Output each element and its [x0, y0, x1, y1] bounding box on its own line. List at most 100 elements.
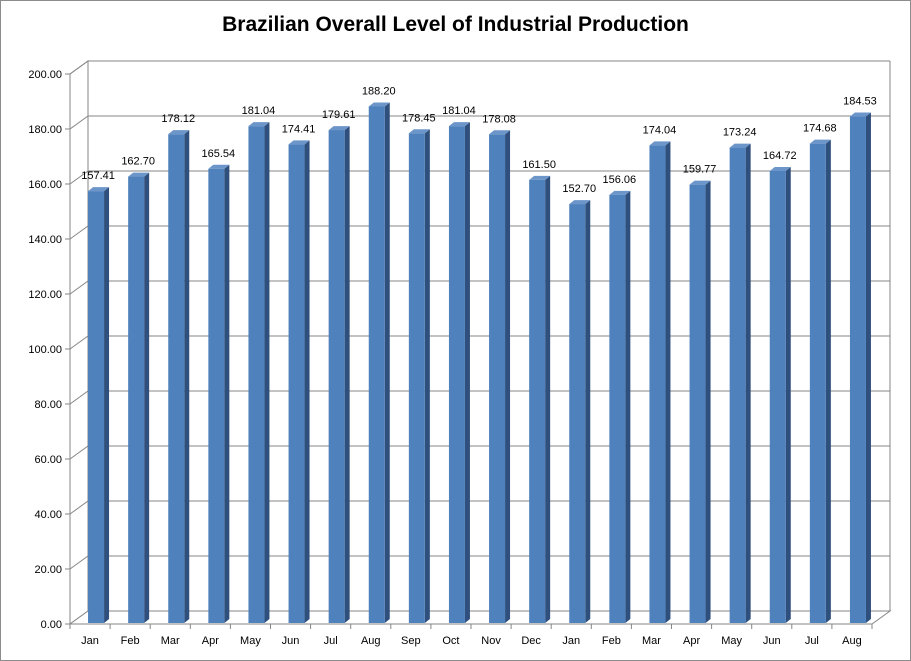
y-tick-label: 200.00	[28, 69, 62, 81]
data-label: 178.45	[402, 112, 436, 124]
bar-top	[609, 190, 631, 195]
bar-top	[328, 126, 350, 131]
data-label: 152.70	[562, 183, 596, 195]
bar	[208, 164, 230, 623]
bar-top	[649, 141, 671, 146]
bar-side	[424, 129, 430, 623]
data-label: 178.12	[161, 113, 195, 125]
bar-top	[769, 167, 791, 172]
bar	[408, 129, 430, 623]
bar-side	[585, 200, 591, 623]
bar-side	[625, 190, 631, 623]
gridline	[69, 225, 890, 240]
x-tick-label: Jan	[562, 635, 580, 647]
y-tick-label: 20.00	[34, 564, 62, 576]
bar	[168, 130, 190, 624]
bar	[649, 141, 671, 623]
bar-top	[809, 139, 831, 144]
bar-side	[384, 102, 390, 623]
bar-front	[489, 134, 506, 623]
bar-front	[248, 126, 265, 623]
y-tick-label: 40.00	[34, 509, 62, 521]
bar-front	[529, 179, 546, 623]
bar-side	[545, 175, 551, 623]
bar-side	[665, 141, 671, 623]
x-tick-label: Nov	[481, 635, 501, 647]
bar	[328, 126, 350, 623]
x-tick-label: Jun	[763, 635, 781, 647]
bar-front	[649, 145, 666, 623]
bar-front	[448, 126, 465, 623]
data-label: 174.41	[282, 123, 316, 135]
bar	[769, 167, 791, 623]
bar	[368, 102, 390, 623]
x-tick-label: Jan	[81, 635, 99, 647]
y-tick-label: 180.00	[28, 124, 62, 136]
floor	[68, 610, 892, 625]
gridline	[69, 335, 890, 350]
data-label: 161.50	[522, 159, 556, 171]
x-tick-label: Oct	[442, 635, 459, 647]
bar	[489, 130, 511, 623]
bar-top	[208, 164, 230, 169]
bar-top	[288, 140, 310, 145]
bar	[809, 139, 831, 623]
gridline	[69, 280, 890, 295]
bar-front	[168, 134, 185, 624]
chart-title: Brazilian Overall Level of Industrial Pr…	[222, 13, 689, 36]
bar-front	[849, 116, 866, 623]
bar-side	[224, 164, 230, 623]
x-tick-label: Jul	[324, 635, 338, 647]
bar	[689, 180, 711, 623]
data-label: 162.70	[121, 156, 155, 168]
bar-top	[128, 172, 150, 177]
data-label: 174.04	[643, 124, 677, 136]
x-tick-label: Aug	[842, 635, 862, 647]
bar	[448, 122, 470, 623]
bar-side	[865, 112, 871, 623]
bar-front	[288, 144, 305, 623]
bar-side	[464, 122, 470, 623]
bar-side	[144, 172, 150, 623]
bar-front	[208, 168, 225, 623]
data-label: 181.04	[442, 105, 476, 117]
bar-top	[448, 122, 470, 127]
x-tick-label: Feb	[121, 635, 140, 647]
bar-front	[769, 171, 786, 623]
gridline	[69, 390, 890, 405]
bar-front	[609, 194, 626, 623]
bar-front	[569, 204, 586, 623]
bar	[128, 172, 150, 623]
data-label: 156.06	[603, 174, 637, 186]
data-label: 164.72	[763, 150, 797, 162]
x-tick-label: May	[721, 635, 742, 647]
bar-front	[328, 130, 345, 623]
data-label: 173.24	[723, 127, 757, 139]
bar-side	[505, 130, 511, 623]
y-tick-label: 120.00	[28, 289, 62, 301]
x-tick-label: Feb	[602, 635, 621, 647]
bar	[569, 200, 591, 623]
bar-top	[168, 130, 190, 135]
x-tick-label: Mar	[161, 635, 180, 647]
bar-front	[128, 176, 145, 623]
bar-front	[689, 184, 706, 623]
bar-front	[368, 106, 385, 623]
bar-front	[729, 147, 746, 623]
data-label: 159.77	[683, 164, 717, 176]
bar-side	[104, 187, 110, 623]
bar	[529, 175, 551, 623]
gridline	[69, 170, 890, 185]
bar	[729, 143, 751, 623]
bar	[288, 140, 310, 623]
y-tick-label: 160.00	[28, 179, 62, 191]
bar-top	[729, 143, 751, 148]
bar-top	[489, 130, 511, 135]
gridline	[69, 500, 890, 515]
bar-front	[408, 133, 425, 623]
gridline	[69, 445, 890, 460]
x-tick-label: Jun	[282, 635, 300, 647]
data-label: 165.54	[202, 148, 236, 160]
data-label: 174.68	[803, 123, 837, 135]
